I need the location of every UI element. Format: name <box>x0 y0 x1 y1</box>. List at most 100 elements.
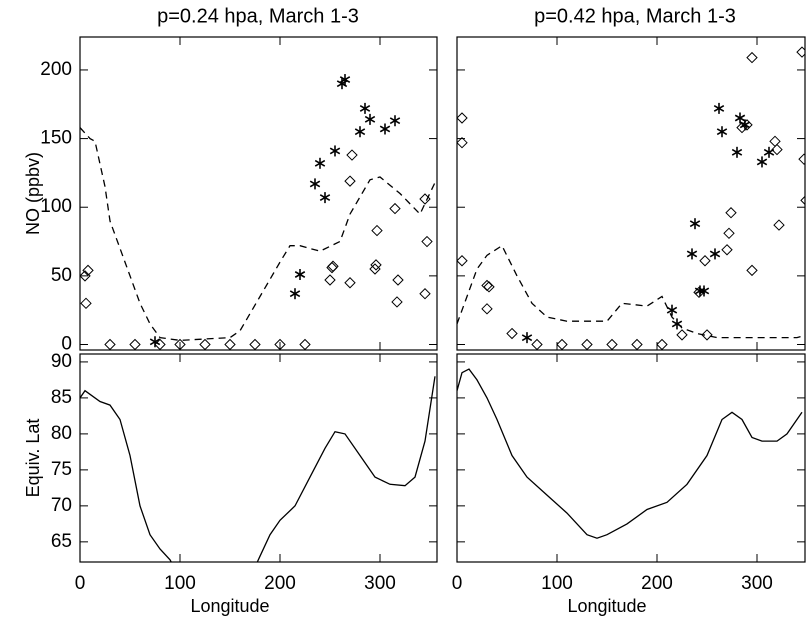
asterisk-marker <box>734 112 746 124</box>
diamond-marker <box>421 235 433 248</box>
asterisk-marker <box>716 126 728 138</box>
asterisk-stroke <box>309 180 321 188</box>
plot-area <box>80 376 436 562</box>
diamond-marker <box>129 338 141 350</box>
y-tick-label: 75 <box>51 459 72 480</box>
diamond-marker <box>531 338 543 350</box>
asterisk-stroke <box>716 128 728 136</box>
diamond-marker <box>249 338 261 350</box>
x-axis-label: Longitude <box>190 596 269 616</box>
y-tick-label: 50 <box>51 265 72 286</box>
diamond-marker <box>769 135 781 148</box>
diamond-marker <box>224 338 236 350</box>
panel-title: p=0.42 hpa, March 1-3 <box>534 5 736 27</box>
diamond-marker <box>327 260 339 272</box>
y-tick-label: 80 <box>51 423 72 444</box>
plot-frame <box>456 353 806 563</box>
asterisk-stroke <box>364 115 376 123</box>
diamond-marker <box>82 264 94 277</box>
asterisk-stroke <box>359 104 371 112</box>
diamond-marker <box>457 112 468 124</box>
diamond-marker <box>174 338 186 350</box>
diamond-marker <box>725 207 737 219</box>
asterisk-marker <box>359 102 371 114</box>
asterisk-stroke <box>694 287 706 295</box>
diamond-marker <box>391 296 403 308</box>
asterisk-stroke <box>763 148 775 156</box>
diamond-marker <box>693 286 705 299</box>
asterisk-marker <box>671 318 683 330</box>
asterisk-stroke <box>734 114 746 122</box>
diamond-marker <box>346 149 358 161</box>
y-tick-label: 70 <box>51 495 72 516</box>
x-axis-label: Longitude <box>567 596 646 616</box>
asterisk-stroke <box>731 148 743 156</box>
asterisk-stroke <box>339 76 351 84</box>
asterisk-marker <box>294 268 306 280</box>
asterisk-stroke <box>149 338 161 346</box>
asterisk-stroke <box>686 250 698 258</box>
asterisk-marker <box>709 248 721 260</box>
asterisk-marker <box>319 192 331 204</box>
diamond-marker <box>392 274 404 286</box>
x-tick-label: 0 <box>452 573 463 594</box>
y-tick-label: 65 <box>51 531 72 552</box>
diamond-marker <box>699 255 711 267</box>
y-axis-label: Equiv. Lat <box>23 419 43 498</box>
diamond-marker <box>676 329 688 341</box>
asterisk-stroke <box>379 125 391 133</box>
diamond-marker <box>746 264 758 277</box>
y-axis-label: NO (ppbv) <box>23 152 43 235</box>
asterisk-marker <box>354 126 366 138</box>
diamond-marker <box>370 259 382 271</box>
x-tick-label: 200 <box>264 573 296 594</box>
diamond-marker <box>581 338 593 350</box>
asterisk-marker <box>756 156 768 168</box>
x-tick-label: 100 <box>541 573 573 594</box>
asterisk-marker <box>763 146 775 158</box>
asterisk-marker <box>689 218 701 230</box>
asterisk-marker <box>379 123 391 135</box>
asterisk-marker <box>339 74 351 86</box>
diamond-marker <box>324 274 336 286</box>
asterisk-stroke <box>709 250 721 258</box>
asterisk-marker <box>314 157 326 169</box>
plot-frame <box>79 353 438 563</box>
y-tick-label: 100 <box>40 196 72 217</box>
asterisk-stroke <box>756 158 768 166</box>
x-tick-label: 300 <box>741 573 773 594</box>
x-tick-label: 200 <box>641 573 673 594</box>
diamond-marker <box>483 281 495 293</box>
diamond-marker <box>741 119 753 131</box>
diamond-marker <box>481 303 493 315</box>
diamond-marker <box>457 136 468 149</box>
asterisk-stroke <box>689 220 701 228</box>
asterisk-stroke <box>289 290 301 298</box>
plot-frame <box>79 36 438 351</box>
diamond-marker <box>481 279 493 292</box>
diamond-marker <box>796 46 805 58</box>
x-tick-label: 100 <box>164 573 196 594</box>
asterisk-stroke <box>319 194 331 202</box>
asterisk-marker <box>731 146 743 158</box>
x-tick-label: 300 <box>364 573 396 594</box>
diamond-marker <box>274 338 286 350</box>
diamond-marker <box>344 277 356 289</box>
plot-area <box>457 46 805 350</box>
asterisk-marker <box>149 336 161 348</box>
diamond-marker <box>736 121 748 134</box>
asterisk-marker <box>666 304 678 316</box>
asterisk-stroke <box>698 287 710 295</box>
diamond-marker <box>746 51 758 64</box>
diamond-marker <box>800 195 805 206</box>
diamond-marker <box>721 244 733 256</box>
diamond-marker <box>631 338 643 350</box>
diamond-marker <box>771 143 783 156</box>
y-tick-label: 150 <box>40 128 72 149</box>
asterisk-marker <box>329 145 341 157</box>
y-tick-label: 85 <box>51 387 72 408</box>
dashed-line <box>457 244 805 339</box>
plot-area <box>80 74 436 350</box>
diamond-marker <box>656 338 668 350</box>
